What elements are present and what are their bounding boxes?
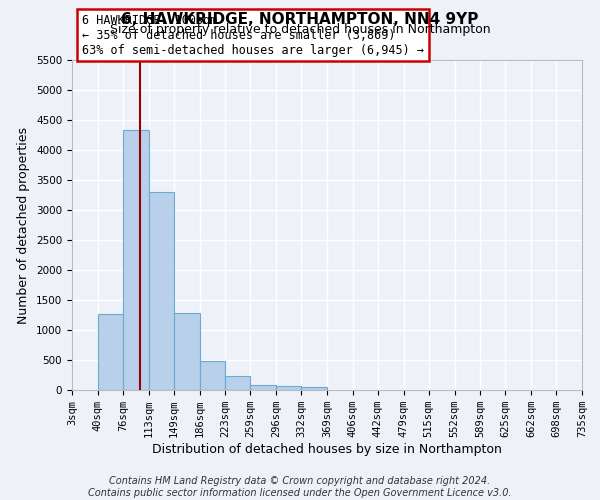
Text: 6 HAWKRIDGE: 100sqm
← 35% of detached houses are smaller (3,869)
63% of semi-det: 6 HAWKRIDGE: 100sqm ← 35% of detached ho…	[82, 14, 424, 56]
Text: Size of property relative to detached houses in Northampton: Size of property relative to detached ho…	[110, 22, 490, 36]
Text: Contains HM Land Registry data © Crown copyright and database right 2024.
Contai: Contains HM Land Registry data © Crown c…	[88, 476, 512, 498]
Y-axis label: Number of detached properties: Number of detached properties	[17, 126, 31, 324]
Text: 6, HAWKRIDGE, NORTHAMPTON, NN4 9YP: 6, HAWKRIDGE, NORTHAMPTON, NN4 9YP	[121, 12, 479, 28]
Bar	[199, 360, 225, 390]
Bar	[225, 376, 250, 390]
Bar	[174, 312, 199, 390]
Bar	[149, 192, 174, 390]
Bar	[123, 130, 149, 390]
Bar	[276, 386, 301, 390]
Bar	[250, 384, 276, 390]
Bar	[301, 387, 327, 390]
Bar	[98, 314, 123, 390]
X-axis label: Distribution of detached houses by size in Northampton: Distribution of detached houses by size …	[152, 443, 502, 456]
